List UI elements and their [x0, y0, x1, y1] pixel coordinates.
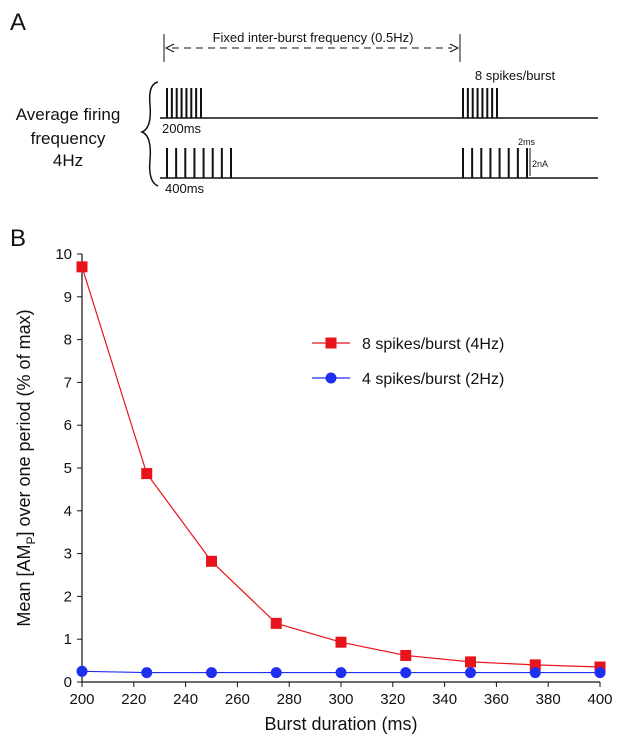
legend-label: 4 spikes/burst (2Hz): [362, 371, 504, 388]
spikes-text: 8 spikes/burst: [475, 68, 556, 83]
data-point: [529, 667, 541, 679]
y-tick-label: 1: [64, 631, 72, 648]
y-axis-label: Mean [AMP] over one period (% of max): [14, 309, 38, 626]
x-tick-label: 340: [432, 691, 457, 708]
data-point: [465, 656, 476, 668]
data-point: [594, 661, 606, 673]
rate-text: 4Hz: [53, 151, 83, 170]
x-tick-label: 300: [328, 691, 353, 708]
y-tick-label: 9: [64, 289, 72, 306]
data-point: [270, 667, 282, 679]
arrow: [163, 34, 461, 62]
data-point: [465, 667, 476, 679]
panel-label: A: [10, 9, 26, 36]
x-tick-label: 360: [484, 691, 509, 708]
x-tick-label: 280: [277, 691, 302, 708]
y-tick-label: 6: [64, 417, 72, 434]
data-point: [594, 667, 606, 679]
legend-marker: [325, 372, 337, 384]
y-tick-label: 8: [64, 332, 72, 349]
x-tick-label: 260: [225, 691, 250, 708]
brace: [139, 81, 159, 187]
y-tick-label: 3: [64, 546, 72, 563]
x-tick-label: 200: [69, 691, 94, 708]
y-tick-label: 7: [64, 374, 72, 391]
y-tick-label: 10: [55, 246, 72, 263]
x-tick-label: 220: [121, 691, 146, 708]
data-point: [206, 555, 217, 567]
scale-label: 2nA: [532, 159, 548, 169]
y-tick-label: 2: [64, 588, 72, 605]
burst-label: 200ms: [162, 121, 202, 136]
data-point: [529, 659, 541, 671]
legend-label: 8 spikes/burst (4Hz): [362, 336, 504, 353]
panel-label: B: [10, 225, 26, 252]
x-tick-label: 320: [380, 691, 405, 708]
burst-label: 400ms: [165, 181, 205, 196]
rate-text: frequency: [31, 129, 106, 148]
legend-marker: [325, 337, 337, 349]
data-point: [76, 261, 88, 273]
data-point: [141, 667, 153, 679]
y-tick-label: 4: [64, 503, 72, 520]
data-point: [76, 665, 88, 677]
x-tick-label: 380: [536, 691, 561, 708]
arrow-text: Fixed inter-burst frequency (0.5Hz): [213, 30, 414, 45]
y-tick-label: 0: [64, 674, 72, 691]
rate-text: Average firing: [16, 105, 121, 124]
data-point: [400, 649, 412, 661]
x-tick-label: 240: [173, 691, 198, 708]
series-line: [81, 266, 601, 668]
spikes: [166, 88, 528, 178]
data-point: [141, 468, 153, 480]
y-tick-label: 5: [64, 460, 72, 477]
y-axis-label-part: Mean [AM: [14, 545, 34, 627]
y-axis-label-part: ] over one period (% of max): [14, 309, 34, 536]
data-point: [270, 617, 282, 629]
y-axis-label-part: P: [24, 537, 38, 545]
scale-label: 2ms: [518, 137, 536, 147]
x-axis-label: Burst duration (ms): [264, 714, 417, 734]
data-point: [335, 636, 347, 648]
data-point: [400, 667, 412, 679]
x-tick-label: 400: [587, 691, 612, 708]
data-point: [335, 667, 347, 679]
data-point: [206, 667, 217, 679]
